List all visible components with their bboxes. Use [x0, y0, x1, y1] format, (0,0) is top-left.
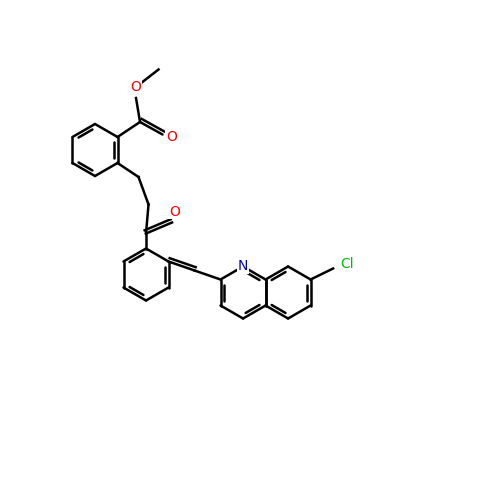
Text: N: N [238, 260, 248, 274]
Text: Cl: Cl [340, 258, 354, 272]
Text: O: O [169, 204, 180, 218]
Text: O: O [166, 130, 177, 144]
Text: O: O [130, 80, 141, 94]
